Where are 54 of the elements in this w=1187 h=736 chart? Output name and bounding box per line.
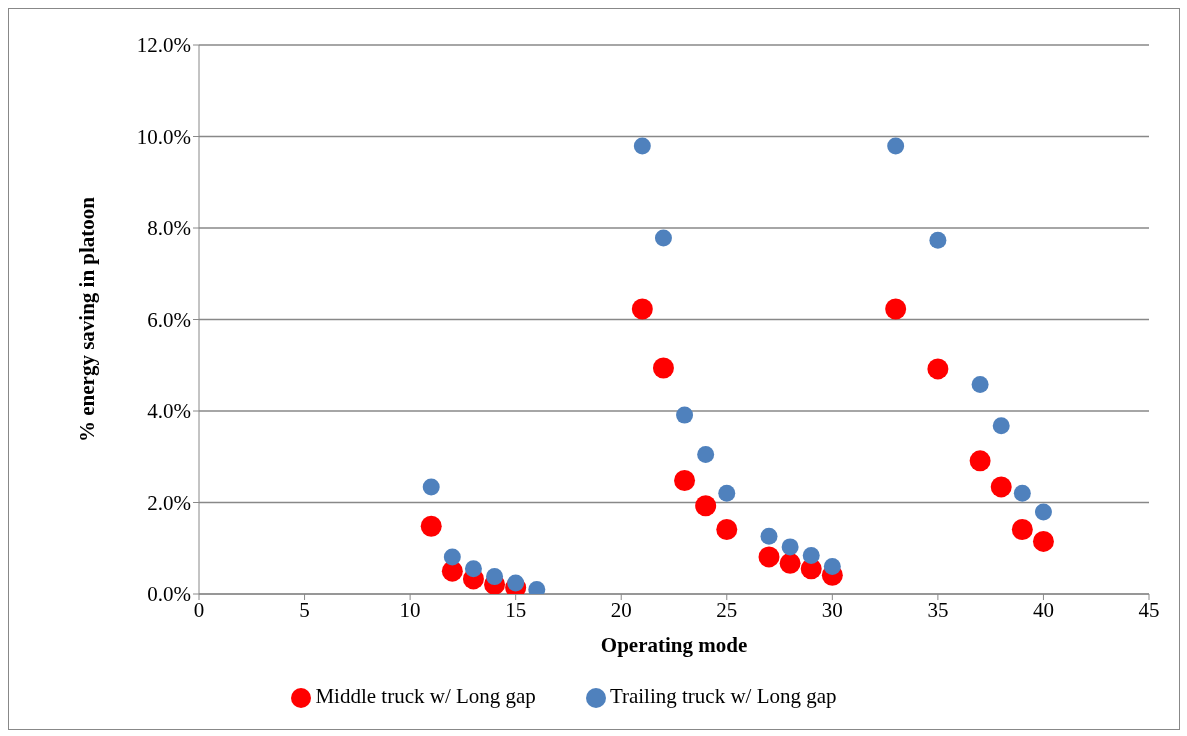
x-tick-label: 15	[505, 597, 527, 622]
x-tick-label: 0	[193, 597, 205, 622]
point	[674, 470, 696, 492]
point	[802, 547, 820, 565]
x-tick-label: 40	[1032, 597, 1054, 622]
y-tick-label: 10.0%	[136, 124, 191, 149]
point	[652, 357, 674, 379]
y-axis-title: % energy saving in platoon	[75, 196, 100, 443]
point	[697, 445, 715, 463]
point	[1034, 503, 1052, 521]
y-tick-label: 6.0%	[147, 307, 191, 332]
point	[758, 546, 780, 568]
point	[631, 298, 653, 320]
x-tick-label: 20	[610, 597, 632, 622]
point	[885, 298, 907, 320]
point	[420, 515, 442, 537]
y-tick-label: 8.0%	[147, 216, 191, 241]
x-tick-label: 25	[716, 597, 738, 622]
point	[887, 137, 905, 155]
point	[718, 484, 736, 502]
x-axis-title: Operating mode	[600, 633, 748, 657]
legend-label: Middle truck w/ Long gap	[315, 684, 536, 708]
x-tick-label: 10	[399, 597, 421, 622]
point	[760, 527, 778, 545]
y-tick-label: 12.0%	[136, 33, 191, 58]
point	[486, 568, 504, 586]
point	[1032, 530, 1054, 552]
legend-label: Trailing truck w/ Long gap	[609, 684, 837, 708]
point	[990, 476, 1012, 498]
point	[464, 560, 482, 578]
point	[823, 558, 841, 576]
point	[969, 450, 991, 472]
point	[1013, 484, 1031, 502]
y-tick-label: 2.0%	[147, 490, 191, 515]
point	[779, 552, 801, 574]
point	[695, 495, 717, 517]
point	[443, 548, 461, 566]
point	[422, 478, 440, 496]
point	[716, 518, 738, 540]
point	[654, 229, 672, 247]
y-tick-label: 0.0%	[147, 582, 191, 607]
x-tick-label: 5	[299, 597, 310, 622]
point	[1011, 518, 1033, 540]
point	[971, 375, 989, 393]
x-tick-label: 35	[927, 597, 949, 622]
point	[929, 231, 947, 249]
point	[676, 406, 694, 424]
x-tick-label: 45	[1138, 597, 1160, 622]
point	[927, 358, 949, 380]
x-tick-label: 30	[821, 597, 843, 622]
point	[633, 137, 651, 155]
point	[992, 417, 1010, 435]
y-tick-label: 4.0%	[147, 399, 191, 424]
point	[781, 538, 799, 556]
